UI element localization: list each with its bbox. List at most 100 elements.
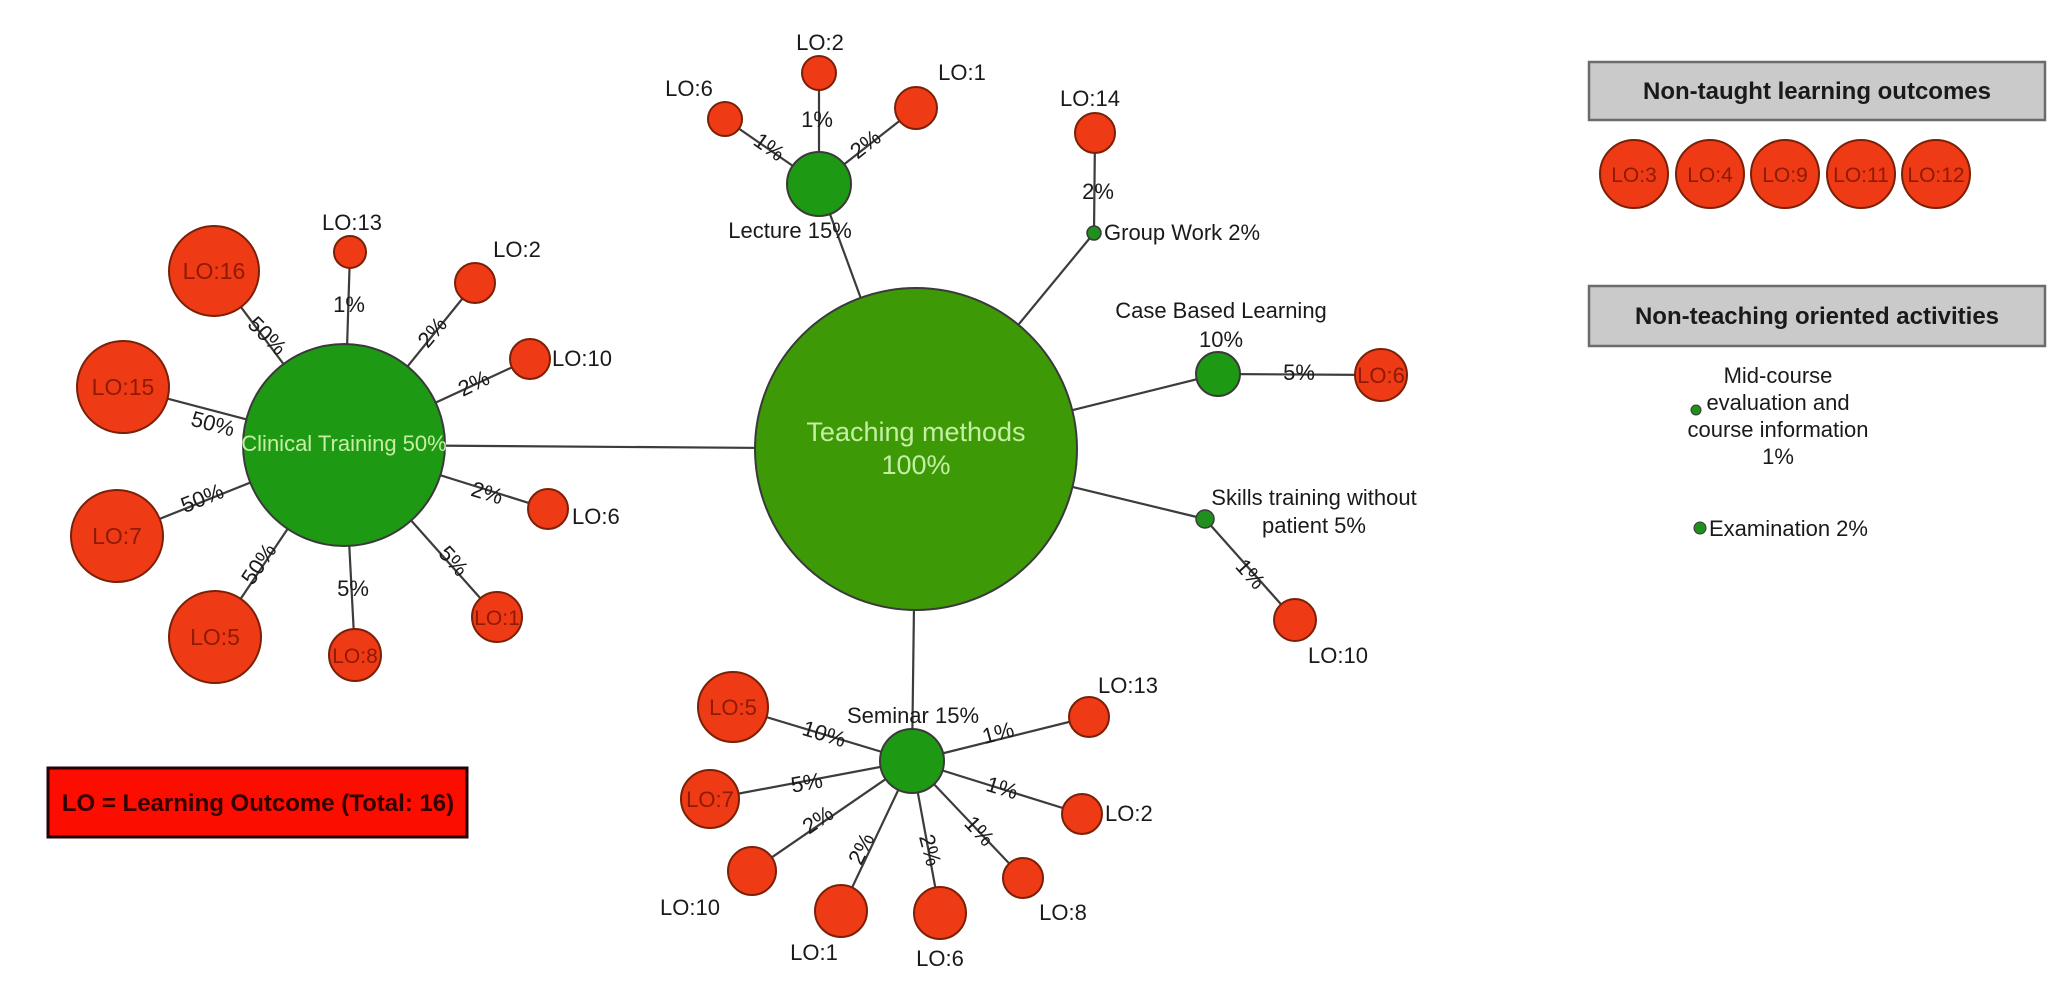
pct-lecture-lo2: 1%: [801, 107, 833, 132]
pct-clinical-lo6: 2%: [468, 476, 506, 509]
node-group-work: [1086, 225, 1102, 241]
node-lecture-lo1: [894, 86, 938, 130]
pct-seminar-lo1: 2%: [843, 829, 879, 869]
panel-non-taught-box: [1587, 60, 2047, 122]
edge-seminar-lo7: [709, 759, 913, 801]
pct-seminar-lo5: 10%: [799, 715, 848, 752]
node-clinical-lo5: [168, 590, 262, 684]
node-clinical-lo16: [168, 225, 260, 317]
pct-cbl-lo6: 5%: [1283, 360, 1315, 385]
node-nontaught-lo4: [1675, 139, 1745, 209]
label-seminar-lo5: LO:5: [709, 695, 757, 720]
label-nontaught-lo9: LO:9: [1762, 164, 1808, 187]
panel-non-teaching-title: Non-teaching oriented activities: [1635, 303, 1999, 330]
node-lecture-lo2: [801, 55, 837, 91]
panel-non-teaching-box: [1587, 284, 2047, 348]
legend-box: [46, 766, 469, 839]
node-lecture: [786, 151, 852, 217]
node-nontaught-lo3: [1599, 139, 1669, 209]
label-cbl-line1: Case Based Learning: [1115, 298, 1327, 323]
label-nontaught-lo4: LO:4: [1687, 164, 1733, 187]
node-seminar-lo5: [697, 671, 769, 743]
node-teaching-methods: [754, 287, 1078, 611]
pct-clinical-lo5: 50%: [236, 539, 281, 589]
label-skills-line1: Skills training without: [1211, 485, 1416, 510]
node-clinical-lo8: [328, 628, 382, 682]
label-seminar-lo8: LO:8: [1039, 900, 1087, 925]
label-clinical-lo5: LO:5: [190, 624, 240, 650]
label-teaching-methods-line1: Teaching methods: [806, 417, 1025, 447]
label-midcourse-line1: Mid-course: [1724, 363, 1833, 388]
node-skills-training: [1195, 509, 1215, 529]
label-seminar-lo6: LO:6: [916, 946, 964, 971]
node-seminar-lo1: [814, 884, 868, 938]
node-clinical-lo13: [333, 235, 367, 269]
node-examination-dot: [1693, 521, 1707, 535]
node-skills-lo10: [1273, 598, 1317, 642]
label-nontaught-lo12: LO:12: [1907, 164, 1964, 187]
node-nontaught-lo12: [1901, 139, 1971, 209]
label-seminar-lo1: LO:1: [790, 940, 838, 965]
edge-cbl-lo6: [1217, 372, 1382, 377]
node-cbl-lo6: [1354, 348, 1408, 402]
node-case-based-learning: [1195, 351, 1241, 397]
pct-clinical-lo15: 50%: [188, 406, 237, 442]
node-seminar: [879, 728, 945, 794]
edge-skills-lo10: [1204, 518, 1296, 621]
label-clinical-lo8: LO:8: [332, 645, 378, 668]
node-nontaught-lo11: [1826, 139, 1896, 209]
node-seminar-lo2: [1061, 793, 1103, 835]
label-nontaught-lo3: LO:3: [1611, 164, 1657, 187]
label-lecture: Lecture 15%: [728, 218, 852, 243]
node-clinical-lo15: [76, 340, 170, 434]
label-seminar: Seminar 15%: [847, 703, 979, 728]
label-midcourse-line2: evaluation and: [1706, 390, 1849, 415]
pct-clinical-lo10: 2%: [454, 365, 494, 401]
node-midcourse-dot: [1690, 404, 1702, 416]
label-clinical-lo16: LO:16: [183, 258, 246, 284]
node-clinical-lo6: [527, 488, 569, 530]
pct-clinical-lo8: 5%: [337, 576, 369, 601]
label-seminar-lo7: LO:7: [686, 787, 734, 812]
label-clinical-lo1: LO:1: [474, 607, 520, 630]
node-clinical-lo1: [471, 591, 523, 643]
node-groupwork-lo14: [1074, 112, 1116, 154]
label-groupwork-lo14: LO:14: [1060, 86, 1120, 111]
label-clinical-lo6: LO:6: [572, 504, 620, 529]
label-lecture-lo2: LO:2: [796, 30, 844, 55]
pct-skills-lo10: 1%: [1231, 554, 1271, 594]
label-cbl-lo6: LO:6: [1357, 363, 1405, 388]
label-midcourse-line4: 1%: [1762, 444, 1794, 469]
label-group-work: Group Work 2%: [1104, 220, 1260, 245]
label-clinical-lo15: LO:15: [92, 374, 155, 400]
label-cbl-line2: 10%: [1199, 327, 1243, 352]
pct-groupwork-lo14: 2%: [1082, 179, 1114, 204]
node-seminar-lo13: [1068, 696, 1110, 738]
legend-text: LO = Learning Outcome (Total: 16): [62, 790, 454, 817]
node-clinical-lo7: [70, 489, 164, 583]
node-seminar-lo10: [727, 846, 777, 896]
label-clinical-training: Clinical Training 50%: [241, 431, 446, 456]
node-nontaught-lo9: [1750, 139, 1820, 209]
label-teaching-methods-line2: 100%: [881, 450, 950, 480]
node-seminar-lo8: [1002, 857, 1044, 899]
node-clinical-lo2: [454, 262, 496, 304]
pct-seminar-lo2: 1%: [983, 771, 1021, 804]
node-clinical-training: [242, 343, 446, 547]
label-clinical-lo10: LO:10: [552, 346, 612, 371]
label-seminar-lo2: LO:2: [1105, 801, 1153, 826]
label-clinical-lo13: LO:13: [322, 210, 382, 235]
node-seminar-lo7: [680, 769, 740, 829]
label-lecture-lo1: LO:1: [938, 60, 986, 85]
panel-non-taught-title: Non-taught learning outcomes: [1643, 78, 1991, 105]
node-lecture-lo6: [707, 101, 743, 137]
pct-seminar-lo7: 5%: [789, 768, 825, 798]
label-examination: Examination 2%: [1709, 516, 1868, 541]
pct-clinical-lo13: 1%: [333, 292, 365, 317]
label-lecture-lo6: LO:6: [665, 76, 713, 101]
label-seminar-lo10: LO:10: [660, 895, 720, 920]
pct-seminar-lo6: 2%: [914, 831, 946, 868]
node-seminar-lo6: [913, 886, 967, 940]
pct-clinical-lo7: 50%: [177, 478, 227, 518]
